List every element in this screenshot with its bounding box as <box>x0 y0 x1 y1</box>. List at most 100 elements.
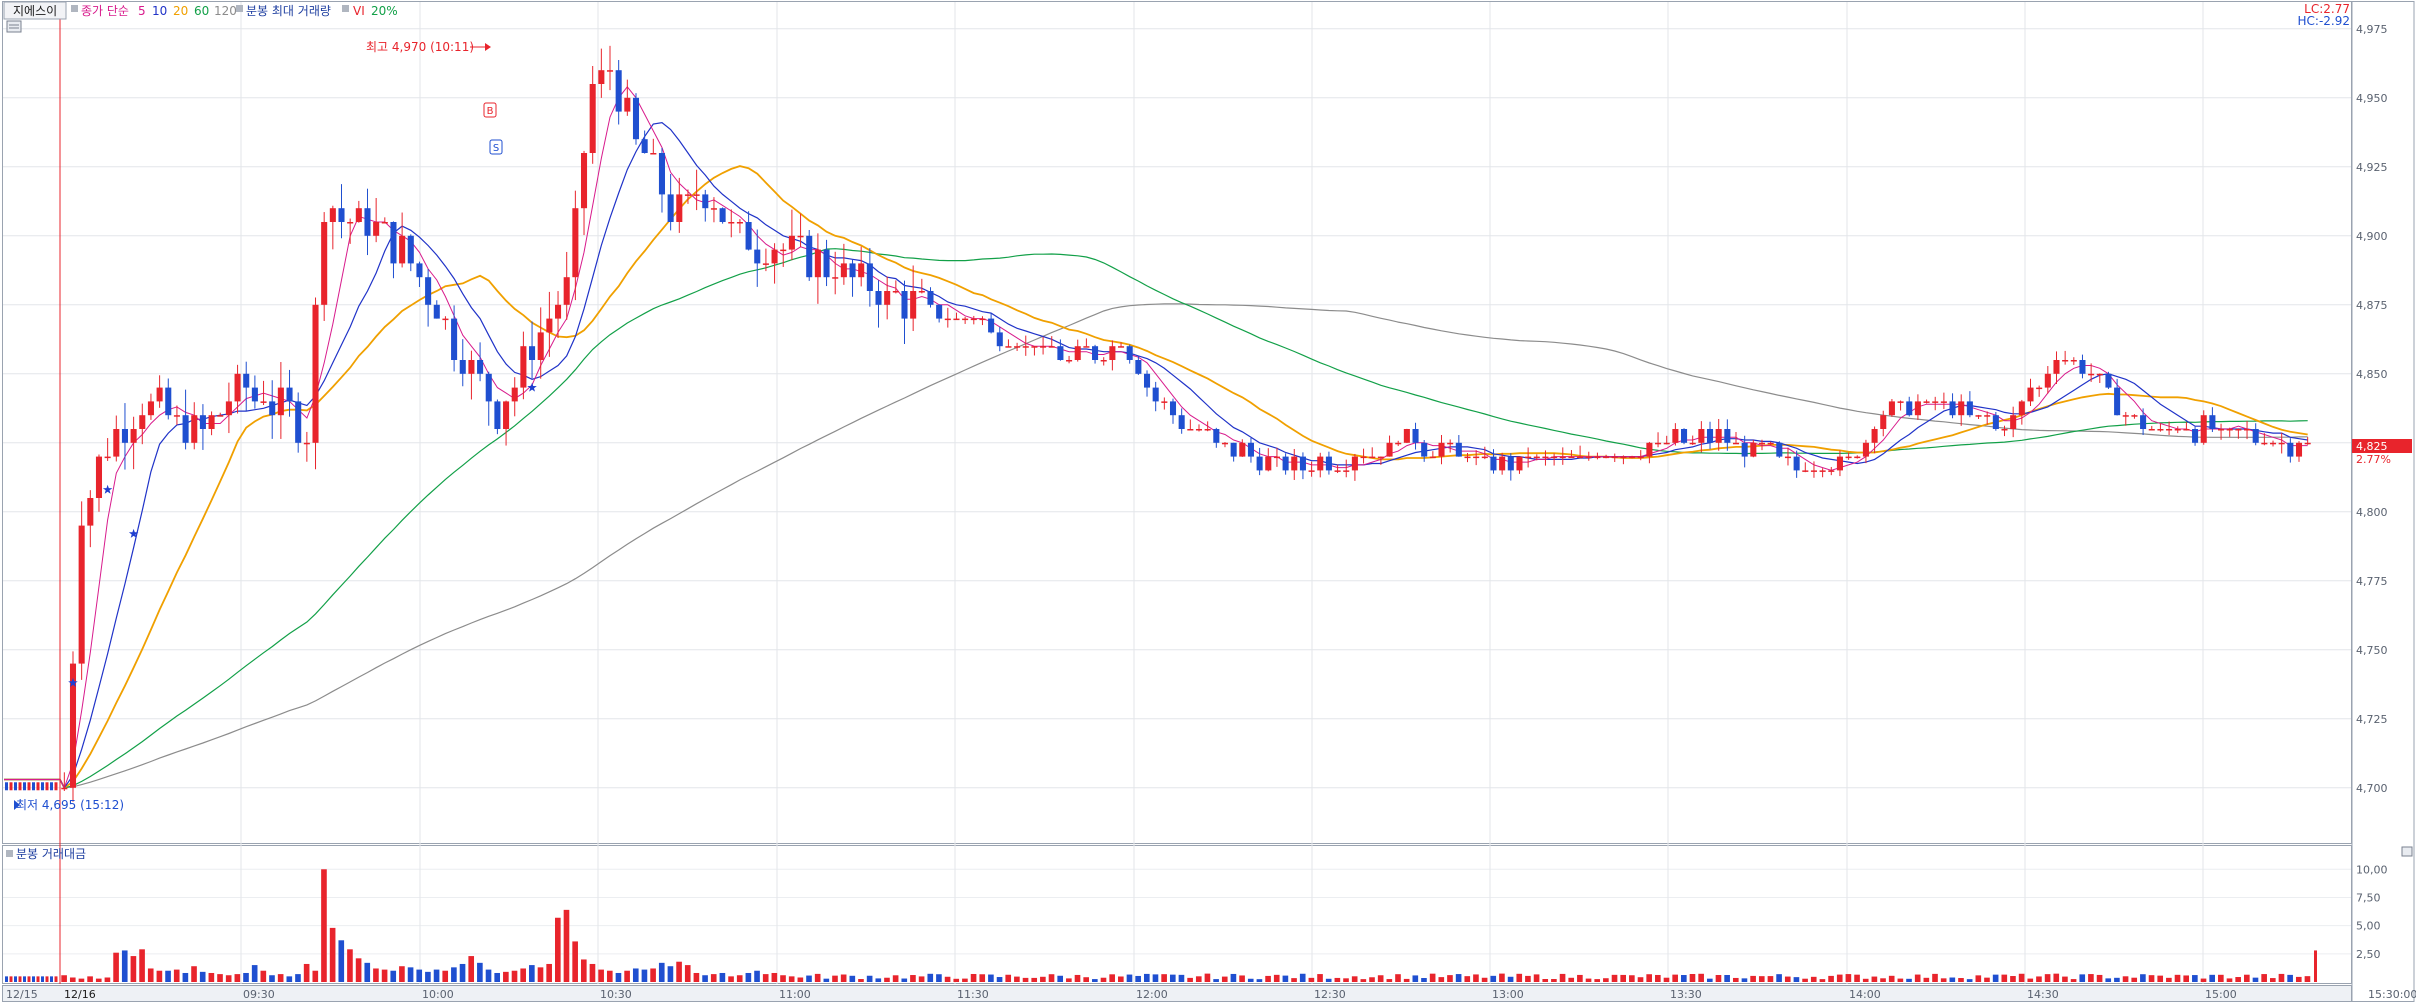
candle-body <box>390 222 397 264</box>
candle-body <box>1802 470 1809 472</box>
time-tick-label: 12/16 <box>64 988 96 1001</box>
candle-body <box>1031 346 1038 348</box>
candle-body <box>1204 429 1211 431</box>
time-axis-bar <box>2 985 2352 1002</box>
time-tick-label: 12:00 <box>1136 988 1168 1001</box>
volume-axis: 10,00 7,50 5,00 2,50 <box>2356 863 2388 961</box>
time-tick-label: 10:00 <box>422 988 454 1001</box>
candle-body <box>1464 456 1471 459</box>
volume-bar <box>1646 974 1652 982</box>
volume-bar <box>329 927 336 982</box>
volume-bar <box>425 971 431 982</box>
candle-body <box>347 222 354 224</box>
candle-body <box>1559 456 1566 459</box>
current-price-value: 4,825 <box>2356 440 2388 453</box>
volume-toggle-icon[interactable] <box>236 5 243 12</box>
volume-bar <box>2174 974 2181 982</box>
candle-body <box>1932 401 1939 403</box>
volume-bar <box>303 963 310 982</box>
volume-bar <box>2183 975 2190 982</box>
candle-body <box>2200 415 2207 443</box>
candle-body <box>2088 373 2095 376</box>
volume-bar <box>1256 979 1263 982</box>
volume-bar <box>225 975 232 982</box>
volume-bar <box>243 972 249 982</box>
candle-body <box>736 222 743 224</box>
volume-bar <box>840 974 847 982</box>
candle-body <box>1724 429 1731 443</box>
volume-bar <box>156 970 163 982</box>
price-tick-label: 4,925 <box>2356 161 2388 174</box>
price-tick-label: 4,950 <box>2356 92 2388 105</box>
volume-bar <box>269 975 275 982</box>
volume-bar <box>1351 976 1358 982</box>
candle-body <box>2131 415 2138 417</box>
ma-period-60: 60 <box>194 4 209 18</box>
candle-body <box>754 249 761 264</box>
stock-name-tab[interactable] <box>3 1 67 20</box>
volume-bar <box>944 976 951 982</box>
candle-body <box>537 332 544 360</box>
time-tick-label: 10:30 <box>600 988 632 1001</box>
candle-body <box>1585 456 1592 459</box>
volume-bar <box>485 969 492 982</box>
candle-body <box>710 208 717 210</box>
prev-session-volume-bar <box>54 976 58 982</box>
volume-bar <box>191 966 197 982</box>
candle-body <box>277 387 284 416</box>
volume-bar <box>286 976 293 982</box>
candle-body <box>191 415 198 443</box>
volume-bar <box>1178 974 1185 982</box>
prev-session-volume-bar <box>50 976 53 982</box>
candle-body <box>832 277 839 279</box>
volume-bar <box>1594 979 1601 982</box>
vi-toggle-icon[interactable] <box>342 5 349 12</box>
candle-body <box>745 222 752 250</box>
candle-body <box>399 235 406 264</box>
volume-bar <box>1724 974 1730 982</box>
volume-bar <box>806 975 812 982</box>
volume-bar <box>147 968 154 982</box>
volume-bar <box>736 975 743 982</box>
candle-body <box>113 429 120 457</box>
volume-bar <box>1767 976 1774 982</box>
volume-bar <box>754 970 760 982</box>
candle-body <box>563 277 570 305</box>
volume-bar <box>2218 974 2224 982</box>
volume-bar <box>407 967 414 982</box>
time-tick-label: 15:30:00 <box>2368 988 2416 1001</box>
volume-bar <box>2269 978 2276 982</box>
sell-marker: S <box>489 139 503 155</box>
candle-body <box>1351 456 1358 471</box>
volume-bar <box>381 969 388 982</box>
candle-body <box>1992 415 1999 429</box>
candle-body <box>2269 442 2277 445</box>
candle-body <box>1265 456 1272 471</box>
prev-session-candle <box>18 782 22 791</box>
price-tick-label: 4,875 <box>2356 299 2388 312</box>
time-tick-label: 11:00 <box>779 988 811 1001</box>
time-tick-label: 13:00 <box>1492 988 1524 1001</box>
volume-panel-menu-icon[interactable] <box>2401 846 2413 857</box>
volume-bar <box>130 956 137 982</box>
price-tick-label: 4,775 <box>2356 575 2388 588</box>
ma-toggle-icon[interactable] <box>71 5 78 12</box>
volume-bar <box>1819 979 1826 982</box>
candle-body <box>1611 456 1618 459</box>
volume-bar <box>1585 978 1592 982</box>
candle-body <box>1022 346 1029 348</box>
candle-body <box>2218 429 2225 431</box>
panel-menu-icon[interactable] <box>6 20 22 33</box>
candle-body <box>1689 442 1696 445</box>
volume-bar <box>1507 976 1514 982</box>
volume-bar <box>1888 975 1895 982</box>
volume-panel-toggle-icon[interactable] <box>6 850 13 857</box>
volume-bar <box>2166 977 2172 982</box>
candle-body <box>1455 442 1462 457</box>
volume-bar <box>849 975 856 982</box>
candle-body <box>632 97 640 140</box>
volume-bar <box>1421 978 1427 982</box>
candle-body <box>1126 346 1133 360</box>
volume-bar <box>1412 975 1419 982</box>
volume-bar <box>563 909 570 982</box>
